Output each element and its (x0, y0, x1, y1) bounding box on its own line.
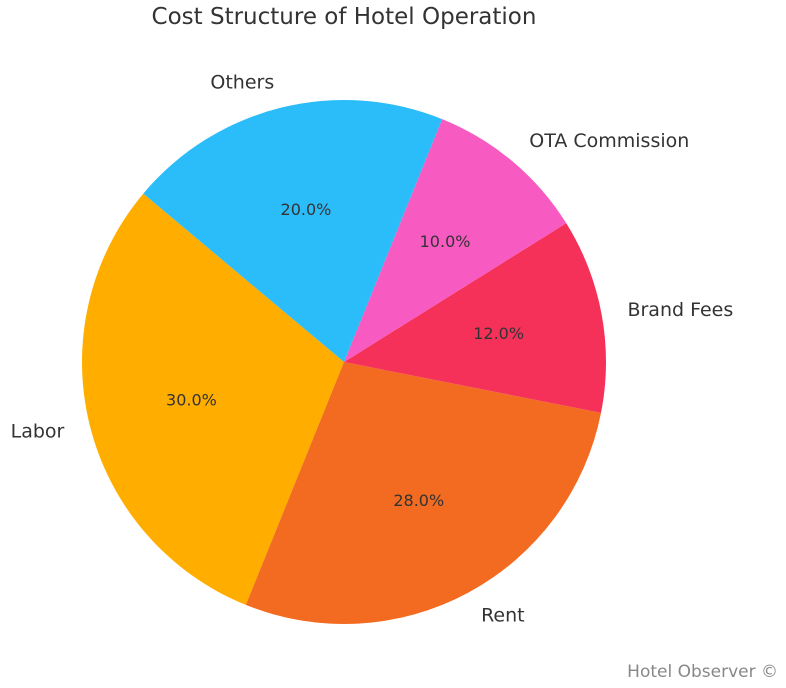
pie-slice-others (143, 99, 443, 363)
slice-label-labor: Labor (11, 421, 65, 443)
slice-labels: Labor Rent Brand Fees OTA Commission Others (11, 71, 734, 626)
slice-label-others: Others (210, 71, 274, 93)
chart-title: Cost Structure of Hotel Operation (152, 4, 537, 30)
pie-slice-labor (81, 193, 344, 605)
pie-slice-ota-commission (344, 119, 567, 363)
pie-slice-brand-fees (344, 223, 606, 413)
slice-label-ota-commission: OTA Commission (529, 130, 689, 152)
watermark: Hotel Observer © (627, 662, 778, 682)
percentage-labels: 30.0% 28.0% 12.0% 10.0% 20.0% (166, 200, 524, 510)
pct-label-brand-fees: 12.0% (473, 324, 524, 343)
slice-label-brand-fees: Brand Fees (627, 299, 733, 321)
pct-label-labor: 30.0% (166, 391, 217, 410)
pct-label-ota-commission: 10.0% (420, 232, 471, 251)
pct-label-others: 20.0% (281, 200, 332, 219)
pct-label-rent: 28.0% (393, 491, 444, 510)
pie-slice-rent (245, 362, 602, 624)
slice-label-rent: Rent (481, 605, 525, 627)
pie-slices (81, 99, 606, 624)
